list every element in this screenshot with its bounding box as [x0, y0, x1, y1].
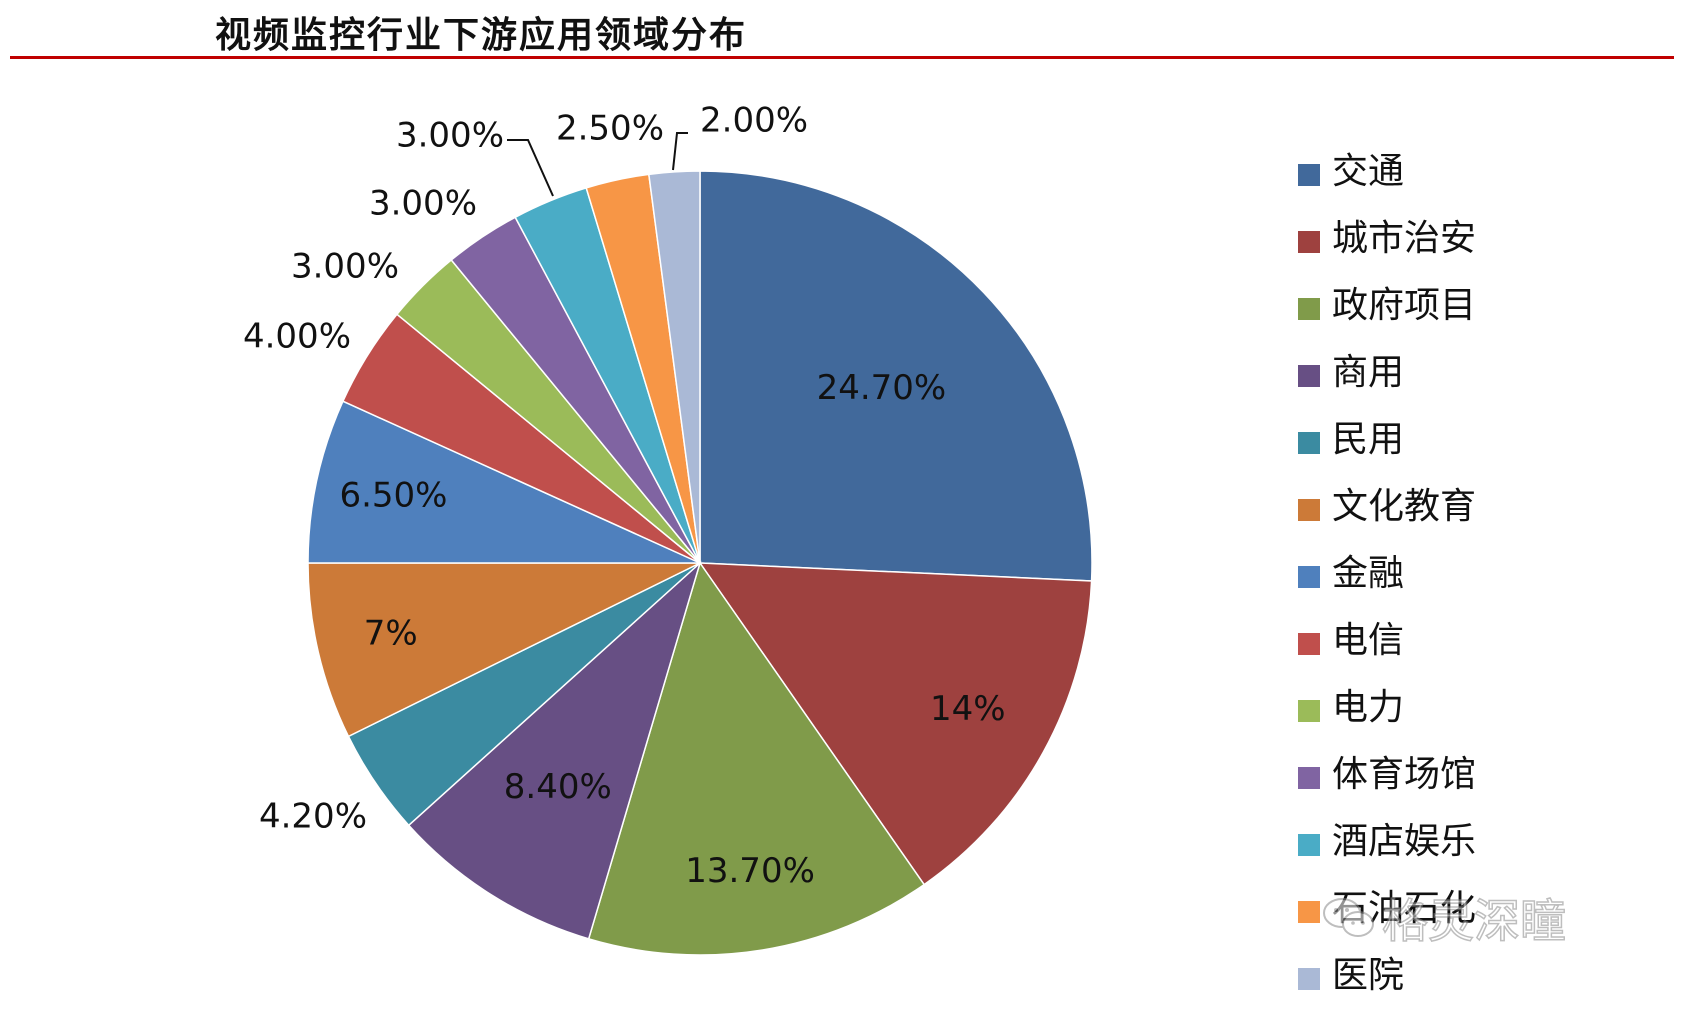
- pie-slice: [587, 561, 926, 956]
- pie-slice: [307, 562, 701, 738]
- data-label: 3.00%: [291, 247, 399, 287]
- legend-entry: 电信: [1298, 611, 1476, 678]
- pie-slice: [647, 170, 701, 564]
- legend-swatch: [1298, 566, 1320, 588]
- data-label: 2.50%: [556, 109, 664, 149]
- data-label: 14%: [930, 689, 1006, 729]
- pie-slice: [698, 562, 1093, 886]
- legend-swatch: [1298, 499, 1320, 521]
- legend-entry: 医院: [1298, 946, 1476, 1013]
- data-label: 3.00%: [396, 116, 504, 156]
- leader-line: [507, 139, 554, 197]
- legend-entry: 电力: [1298, 678, 1476, 745]
- pie-slice: [407, 560, 702, 940]
- legend-swatch: [1298, 700, 1320, 722]
- legend-entry: 文化教育: [1298, 477, 1476, 544]
- legend-swatch: [1298, 834, 1320, 856]
- watermark-text: 格灵深瞳: [1381, 893, 1567, 949]
- data-label: 4.20%: [259, 797, 367, 837]
- legend-swatch: [1298, 901, 1320, 923]
- data-label: 6.50%: [339, 475, 447, 515]
- data-label: 4.00%: [243, 317, 351, 357]
- legend-label: 电力: [1332, 687, 1405, 728]
- leader-line: [672, 132, 688, 171]
- wechat-icon: [1323, 898, 1374, 937]
- legend-label: 医院: [1332, 955, 1405, 996]
- data-label: 7%: [364, 614, 418, 654]
- legend-swatch: [1298, 432, 1320, 454]
- legend-label: 政府项目: [1332, 285, 1477, 326]
- legend-label: 酒店娱乐: [1332, 821, 1477, 862]
- legend-entry: 酒店娱乐: [1298, 812, 1476, 879]
- legend-entry: 商用: [1298, 343, 1476, 410]
- title-divider: [10, 56, 1674, 59]
- legend-entry: 城市治安: [1298, 209, 1476, 276]
- data-label: 8.40%: [504, 767, 612, 807]
- watermark: 格灵深瞳: [1322, 885, 1567, 951]
- legend-label: 金融: [1332, 553, 1405, 594]
- data-label: 3.00%: [369, 184, 477, 224]
- legend-label: 体育场馆: [1332, 754, 1477, 795]
- legend-label: 电信: [1332, 620, 1405, 661]
- legend-entry: 交通: [1298, 142, 1476, 209]
- legend-swatch: [1298, 231, 1320, 253]
- data-label: 24.70%: [817, 368, 947, 408]
- legend-label: 文化教育: [1332, 486, 1477, 527]
- data-label: 2.00%: [700, 101, 808, 141]
- chart-legend: 交通 城市治安 政府项目 商用 民用 文化教育 金融 电信 电力 体育场馆 酒店娱乐 石油石化 医院: [1298, 142, 1476, 1013]
- legend-swatch: [1298, 633, 1320, 655]
- pie-slice: [307, 400, 701, 564]
- legend-entry: 民用: [1298, 410, 1476, 477]
- legend-label: 商用: [1332, 352, 1405, 393]
- legend-label: 民用: [1332, 419, 1405, 460]
- data-label: 13.70%: [685, 851, 815, 891]
- legend-entry: 体育场馆: [1298, 745, 1476, 812]
- legend-label: 交通: [1332, 151, 1405, 192]
- legend-swatch: [1298, 365, 1320, 387]
- legend-entry: 金融: [1298, 544, 1476, 611]
- legend-label: 城市治安: [1332, 218, 1477, 259]
- legend-swatch: [1298, 968, 1320, 990]
- legend-swatch: [1298, 767, 1320, 789]
- legend-swatch: [1298, 298, 1320, 320]
- chart-title: 视频监控行业下游应用领域分布: [215, 14, 748, 56]
- legend-swatch: [1298, 164, 1320, 186]
- legend-entry: 政府项目: [1298, 276, 1476, 343]
- pie-slice: [699, 170, 1093, 582]
